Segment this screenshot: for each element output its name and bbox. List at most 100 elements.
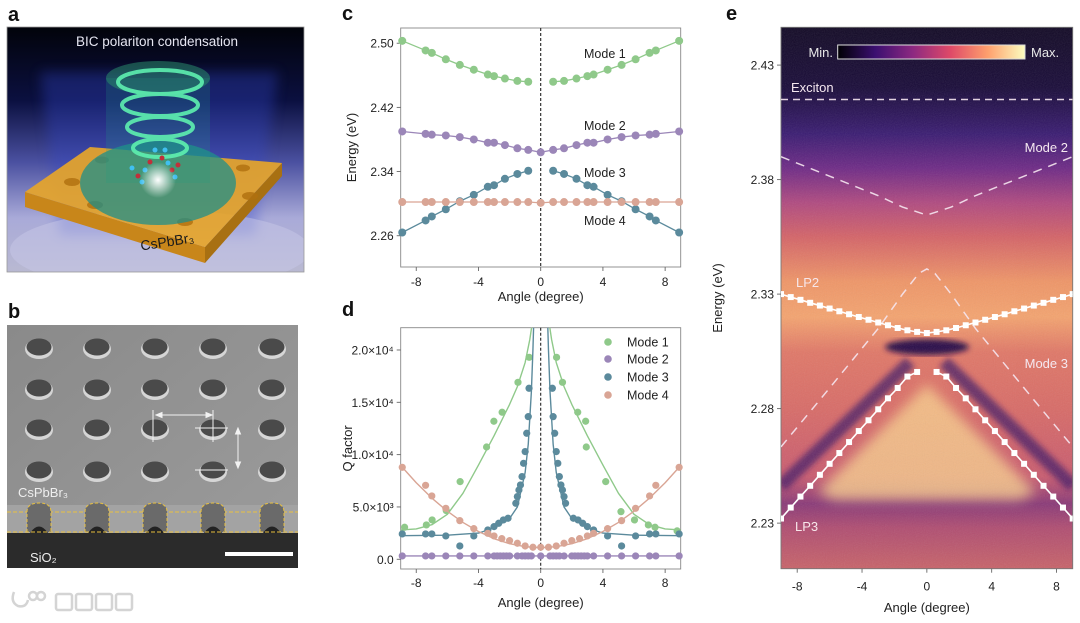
square-marker — [982, 417, 989, 424]
data-point — [675, 530, 683, 538]
data-point — [583, 198, 592, 207]
data-point — [603, 532, 612, 540]
y-axis-title: Energy (eV) — [710, 263, 725, 332]
mode-label: Mode 4 — [584, 214, 626, 228]
series-mode-2 — [398, 552, 683, 560]
fit-curve — [400, 327, 535, 537]
condensate-glow — [140, 162, 176, 198]
fit-curve — [400, 327, 533, 531]
square-marker — [1001, 311, 1008, 318]
data-point — [398, 552, 406, 560]
legend-label: Mode 3 — [627, 371, 669, 385]
data-point — [549, 145, 558, 154]
data-point — [524, 145, 533, 154]
panel-d-axes: -8 -4 0 4 8 0.0 5.0×10³ 1.0×10⁴ 1.5×10⁴ 2.0×10⁴ An… — [340, 327, 682, 610]
square-marker — [1030, 471, 1037, 478]
series-mode-2 — [398, 127, 684, 157]
data-point — [427, 48, 436, 57]
square-marker — [962, 322, 969, 329]
data-point — [470, 525, 478, 533]
data-point — [552, 542, 560, 550]
scale-bar — [225, 552, 293, 556]
data-point — [512, 499, 520, 507]
y-tick-label: 2.34 — [370, 165, 394, 179]
data-point — [398, 127, 407, 136]
square-marker — [982, 316, 989, 323]
hole — [26, 338, 52, 356]
data-point — [400, 523, 409, 531]
data-point — [456, 552, 464, 560]
data-point — [524, 413, 532, 421]
sem-holes — [25, 338, 286, 482]
data-point — [631, 552, 640, 560]
hole — [142, 338, 168, 356]
data-point — [617, 60, 626, 69]
data-point — [537, 543, 545, 551]
data-point — [560, 552, 568, 560]
data-point — [516, 481, 525, 489]
data-point — [652, 552, 660, 560]
hole — [259, 419, 285, 437]
data-point — [631, 504, 640, 512]
legend-marker — [604, 338, 612, 346]
series-mode-4 — [398, 198, 684, 207]
x-tick-label: 8 — [662, 275, 669, 289]
data-point — [441, 131, 450, 140]
data-point — [630, 516, 639, 524]
branch-label: LP2 — [796, 275, 819, 290]
y-tick-label: 2.38 — [751, 173, 775, 187]
square-marker — [1069, 291, 1073, 298]
panel-label-d: d — [342, 299, 354, 321]
watermark-logo — [11, 590, 134, 612]
data-point — [521, 542, 529, 550]
data-point — [603, 190, 612, 199]
data-point — [428, 530, 436, 538]
square-marker — [991, 428, 998, 435]
panel-b-sem-image: CsPbBr₃ SiO₂ — [7, 325, 298, 568]
x-axis-title: Angle (degree) — [884, 600, 970, 615]
data-point — [490, 198, 499, 207]
data-point — [513, 539, 521, 547]
x-tick-label: 0 — [924, 580, 931, 594]
square-marker — [1059, 294, 1066, 301]
colorbar — [837, 44, 1026, 60]
hole — [26, 419, 52, 437]
y-tick-label: 0.0 — [377, 553, 394, 567]
data-point — [500, 174, 509, 183]
square-marker — [855, 428, 862, 435]
panel-b-material-label: CsPbBr₃ — [18, 485, 68, 500]
data-point — [675, 552, 683, 560]
data-point — [589, 529, 598, 537]
data-point — [551, 429, 559, 437]
data-point — [548, 384, 556, 392]
substrate-bump — [146, 526, 164, 533]
data-point — [549, 413, 557, 421]
panel-a-illustration: BIC polariton condensation CsPbBr₃ — [7, 27, 304, 272]
data-point — [483, 182, 492, 191]
panel-e-axes: -8 -4 0 4 8 2.23 2.28 2.33 2.38 2.43 Angle (degree… — [710, 26, 1074, 615]
square-marker — [1011, 308, 1018, 315]
x-axis-title: Angle (degree) — [498, 595, 584, 610]
x-tick-label: -4 — [473, 275, 484, 289]
data-point — [603, 65, 612, 74]
data-point — [469, 198, 478, 207]
data-point — [675, 127, 684, 136]
data-point — [421, 216, 430, 225]
square-marker — [962, 395, 969, 402]
data-point — [398, 228, 407, 237]
mode-label: Mode 3 — [584, 166, 626, 180]
square-marker — [1040, 482, 1047, 489]
series-mode-4 — [398, 463, 683, 551]
square-marker — [923, 330, 930, 337]
data-point — [572, 198, 581, 207]
data-point — [504, 514, 512, 522]
data-point — [631, 532, 640, 540]
square-marker — [914, 368, 921, 375]
y-tick-label: 2.50 — [370, 37, 394, 51]
fit-curve-group — [400, 327, 681, 537]
square-marker — [933, 328, 940, 335]
data-point — [568, 537, 576, 545]
data-point — [549, 166, 558, 175]
data-point — [645, 198, 654, 207]
legend-label: Mode 2 — [627, 353, 669, 367]
